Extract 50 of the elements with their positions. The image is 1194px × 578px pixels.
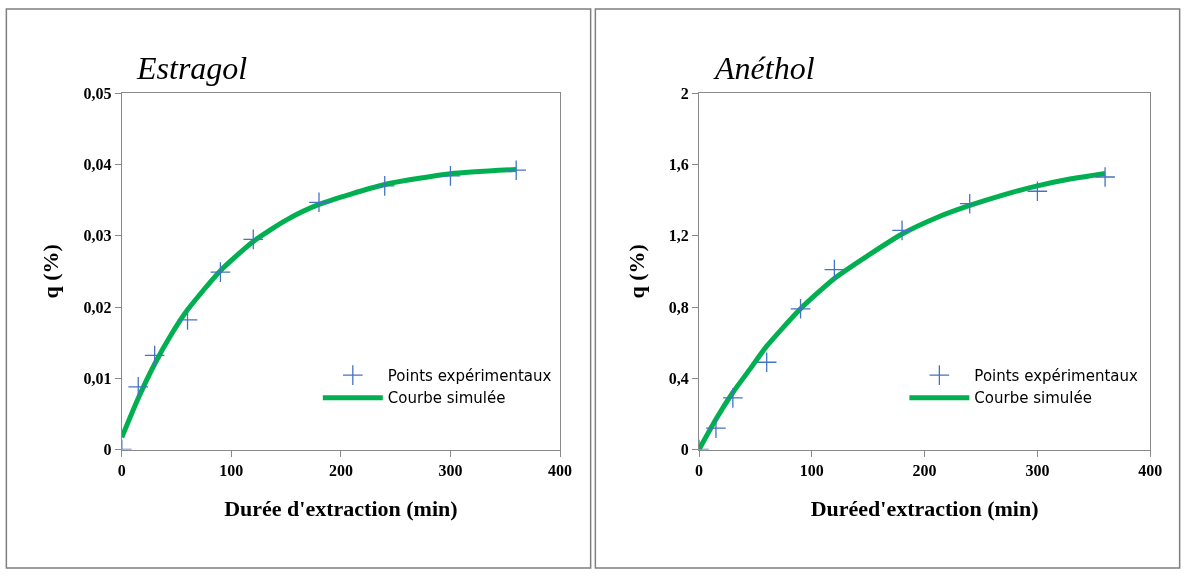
point — [308, 191, 330, 213]
x-axis-title: Duréed'extraction (min) — [810, 495, 1039, 521]
y-axis-title: q (%) — [623, 244, 649, 299]
point — [959, 193, 981, 215]
y-axis-title: q (%) — [38, 244, 64, 299]
y-tick-label: 0,02 — [83, 298, 112, 316]
legend-label: Points expérimentaux — [974, 366, 1139, 385]
point — [127, 376, 149, 398]
y-tick-label: 1,2 — [668, 227, 689, 245]
point — [790, 298, 811, 320]
legend-label: Points expérimentaux — [387, 366, 552, 385]
point — [505, 159, 527, 181]
chart-title: Anéthol — [713, 50, 815, 86]
y-tick-label: 0,4 — [668, 369, 689, 387]
x-tick-label: 400 — [548, 461, 573, 479]
y-tick-label: 0,03 — [83, 227, 112, 245]
point — [177, 309, 198, 331]
point — [242, 228, 264, 250]
point — [891, 219, 913, 241]
point — [722, 387, 744, 409]
x-tick-label: 0 — [695, 461, 704, 479]
y-tick-label: 1,6 — [668, 156, 689, 174]
x-axis-title: Durée d'extraction (min) — [224, 495, 458, 521]
point — [1094, 166, 1116, 188]
y-tick-label: 0,05 — [83, 84, 112, 102]
x-tick-label: 100 — [799, 461, 824, 479]
legend-label: Courbe simulée — [974, 389, 1092, 408]
chart-title: Estragol — [136, 50, 248, 86]
x-tick-label: 400 — [1138, 461, 1163, 479]
y-tick-label: 0,01 — [83, 369, 112, 387]
y-tick-label: 0 — [680, 441, 689, 459]
y-tick-label: 2 — [680, 84, 689, 102]
point — [705, 417, 727, 439]
point — [144, 345, 166, 366]
x-tick-label: 300 — [438, 461, 463, 479]
point — [374, 175, 396, 197]
y-tick-label: 0,8 — [668, 298, 689, 316]
x-tick-label: 200 — [328, 461, 353, 479]
x-tick-label: 200 — [912, 461, 937, 479]
y-tick-label: 0,04 — [83, 156, 112, 174]
x-tick-label: 0 — [117, 461, 126, 479]
x-tick-label: 300 — [1025, 461, 1050, 479]
x-tick-label: 100 — [219, 461, 244, 479]
point — [209, 261, 231, 283]
point — [440, 165, 461, 187]
y-tick-label: 0 — [103, 441, 112, 459]
point — [823, 259, 845, 281]
legend-label: Courbe simulée — [387, 389, 506, 408]
point — [756, 351, 778, 373]
point — [1026, 180, 1048, 202]
